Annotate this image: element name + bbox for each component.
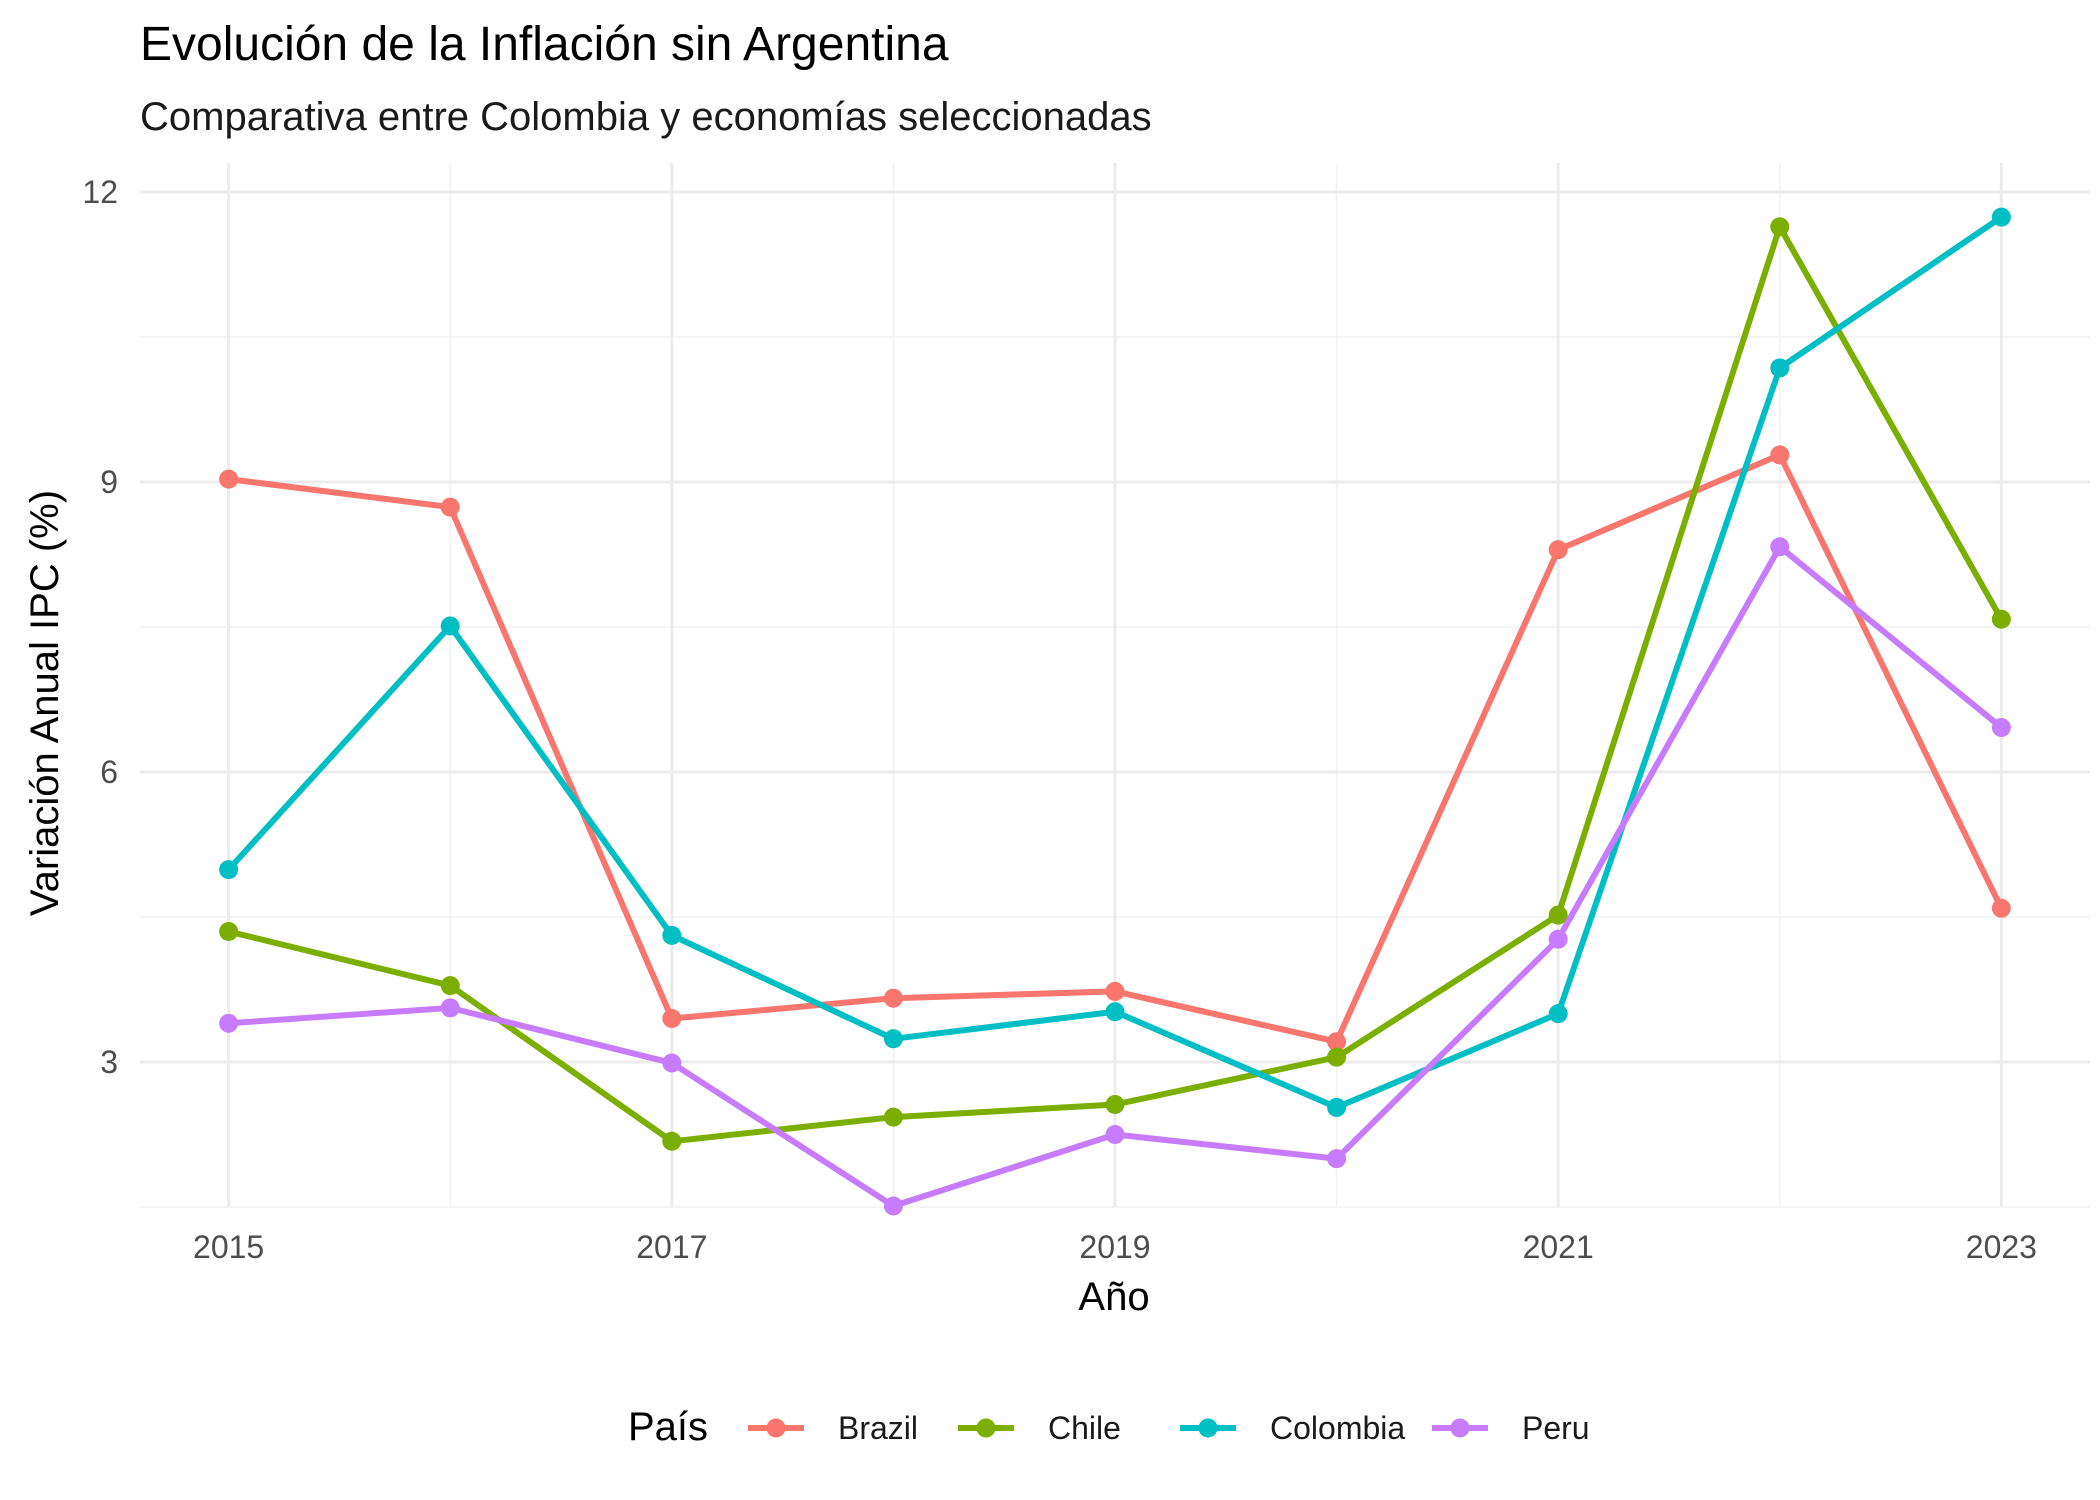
data-point-colombia bbox=[1327, 1097, 1347, 1117]
data-point-peru bbox=[219, 1013, 239, 1033]
data-point-chile bbox=[883, 1107, 903, 1127]
legend-item-chile: Chile bbox=[958, 1410, 1121, 1446]
data-point-peru bbox=[1105, 1125, 1125, 1144]
data-point-peru bbox=[440, 998, 460, 1018]
data-point-colombia bbox=[440, 616, 460, 636]
data-point-peru bbox=[1327, 1149, 1347, 1169]
x-tick-label: 2019 bbox=[1079, 1229, 1150, 1265]
data-point-colombia bbox=[1770, 358, 1790, 378]
y-tick-label: 6 bbox=[100, 754, 118, 790]
data-point-colombia bbox=[883, 1029, 903, 1049]
legend-label-chile: Chile bbox=[1048, 1410, 1121, 1446]
series-peru bbox=[219, 537, 2011, 1216]
legend-item-colombia: Colombia bbox=[1180, 1410, 1405, 1446]
data-point-chile bbox=[440, 976, 460, 996]
legend-label-colombia: Colombia bbox=[1270, 1410, 1405, 1446]
data-point-chile bbox=[1105, 1095, 1125, 1115]
data-point-brazil bbox=[1770, 445, 1790, 465]
data-point-chile bbox=[1770, 217, 1790, 237]
data-point-chile bbox=[1548, 905, 1568, 925]
legend-key-point-brazil bbox=[766, 1418, 786, 1438]
y-tick-label: 12 bbox=[82, 174, 118, 210]
x-tick-label: 2021 bbox=[1523, 1229, 1594, 1265]
data-point-brazil bbox=[1327, 1032, 1347, 1052]
data-point-peru bbox=[1770, 537, 1790, 557]
x-tick-label: 2023 bbox=[1966, 1229, 2037, 1265]
legend-label-brazil: Brazil bbox=[838, 1410, 918, 1446]
x-tick-label: 2017 bbox=[636, 1229, 707, 1265]
data-point-colombia bbox=[1548, 1004, 1568, 1024]
data-point-peru bbox=[662, 1053, 682, 1073]
data-point-colombia bbox=[1105, 1002, 1125, 1022]
data-point-chile bbox=[219, 922, 239, 941]
legend-items: Brazil Chile Colombia Peru bbox=[748, 1410, 1590, 1446]
data-point-colombia bbox=[1991, 207, 2011, 227]
data-point-colombia bbox=[662, 925, 682, 945]
legend-key-point-chile bbox=[976, 1418, 996, 1438]
series-layer bbox=[219, 207, 2011, 1216]
data-point-peru bbox=[1991, 718, 2011, 738]
data-point-brazil bbox=[1991, 898, 2011, 918]
x-axis-title: Año bbox=[1078, 1275, 1149, 1319]
series-colombia bbox=[219, 207, 2011, 1117]
data-point-chile bbox=[1327, 1047, 1347, 1067]
data-point-brazil bbox=[219, 469, 239, 489]
y-tick-label: 3 bbox=[100, 1044, 118, 1080]
legend: País Brazil Chile Colombia Peru bbox=[628, 1405, 1590, 1449]
data-point-chile bbox=[1991, 609, 2011, 629]
y-axis-title: Variación Anual IPC (%) bbox=[23, 490, 67, 916]
grid-layer bbox=[140, 163, 2090, 1208]
data-point-brazil bbox=[883, 988, 903, 1008]
legend-key-point-colombia bbox=[1198, 1418, 1218, 1438]
data-point-brazil bbox=[440, 497, 460, 517]
legend-key-point-peru bbox=[1450, 1418, 1470, 1438]
series-brazil bbox=[219, 445, 2011, 1052]
data-point-brazil bbox=[662, 1009, 682, 1028]
data-point-peru bbox=[883, 1196, 903, 1216]
legend-label-peru: Peru bbox=[1522, 1410, 1590, 1446]
chart-title: Evolución de la Inflación sin Argentina bbox=[140, 18, 949, 71]
data-point-brazil bbox=[1548, 540, 1568, 560]
x-axis-ticks: 2015 2017 2019 2021 2023 bbox=[193, 1229, 2037, 1265]
data-point-colombia bbox=[219, 860, 239, 880]
x-tick-label: 2015 bbox=[193, 1229, 264, 1265]
legend-item-brazil: Brazil bbox=[748, 1410, 918, 1446]
chart-subtitle: Comparativa entre Colombia y economías s… bbox=[140, 95, 1152, 139]
data-point-peru bbox=[1548, 929, 1568, 949]
series-chile bbox=[219, 217, 2011, 1151]
y-axis-ticks: 3 6 9 12 bbox=[82, 174, 118, 1080]
legend-title: País bbox=[628, 1405, 708, 1449]
data-point-chile bbox=[662, 1131, 682, 1151]
legend-item-peru: Peru bbox=[1432, 1410, 1590, 1446]
data-point-brazil bbox=[1105, 981, 1125, 1001]
y-tick-label: 9 bbox=[100, 464, 118, 500]
